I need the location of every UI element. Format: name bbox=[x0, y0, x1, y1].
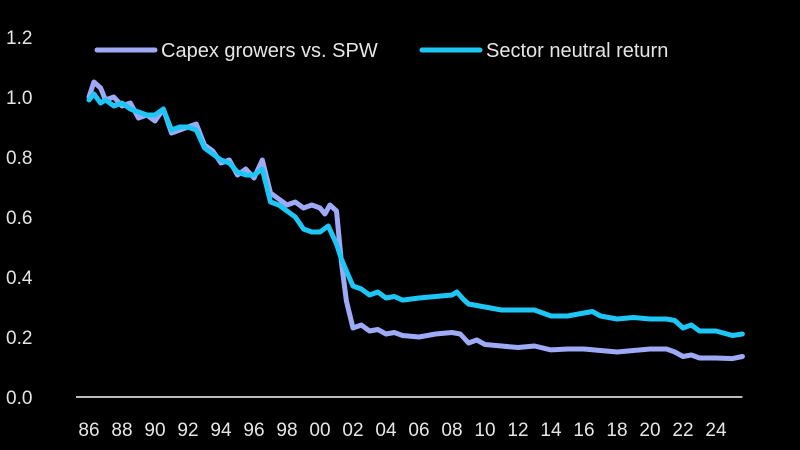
x-tick-label: 86 bbox=[78, 420, 99, 441]
x-tick-label: 98 bbox=[276, 420, 297, 441]
legend-label-sector-neutral: Sector neutral return bbox=[486, 40, 668, 62]
x-tick-label: 16 bbox=[573, 420, 594, 441]
x-tick-label: 88 bbox=[111, 420, 132, 441]
x-tick-label: 08 bbox=[441, 420, 462, 441]
y-tick-label: 1.0 bbox=[6, 88, 32, 109]
y-tick-label: 0.0 bbox=[6, 388, 32, 409]
x-tick-label: 18 bbox=[606, 420, 627, 441]
legend: Capex growers vs. SPW Sector neutral ret… bbox=[94, 40, 668, 62]
y-axis-ticks: 0.0 0.2 0.4 0.6 0.8 1.0 1.2 bbox=[6, 28, 33, 409]
x-tick-label: 22 bbox=[672, 420, 693, 441]
y-tick-label: 0.2 bbox=[6, 328, 32, 349]
legend-label-capex: Capex growers vs. SPW bbox=[161, 40, 378, 62]
x-tick-label: 94 bbox=[210, 420, 232, 441]
series-line-sector-neutral bbox=[86, 91, 745, 338]
x-tick-label: 12 bbox=[507, 420, 528, 441]
x-tick-label: 20 bbox=[639, 420, 660, 441]
y-tick-label: 0.6 bbox=[6, 208, 32, 229]
x-tick-label: 92 bbox=[177, 420, 198, 441]
x-tick-label: 96 bbox=[243, 420, 264, 441]
y-tick-label: 1.2 bbox=[6, 28, 32, 49]
x-tick-label: 14 bbox=[540, 420, 562, 441]
series-lines bbox=[86, 79, 745, 362]
x-axis-ticks: 86 88 90 92 94 96 98 00 02 04 06 08 10 12 14 16 18 20 22 24 bbox=[78, 420, 727, 441]
x-tick-label: 90 bbox=[144, 420, 165, 441]
y-tick-label: 0.8 bbox=[6, 148, 32, 169]
y-tick-label: 0.4 bbox=[6, 268, 33, 289]
x-tick-label: 24 bbox=[705, 420, 727, 441]
x-tick-label: 04 bbox=[375, 420, 397, 441]
x-tick-label: 10 bbox=[474, 420, 495, 441]
x-tick-label: 00 bbox=[309, 420, 330, 441]
x-tick-label: 02 bbox=[342, 420, 363, 441]
x-tick-label: 06 bbox=[408, 420, 429, 441]
